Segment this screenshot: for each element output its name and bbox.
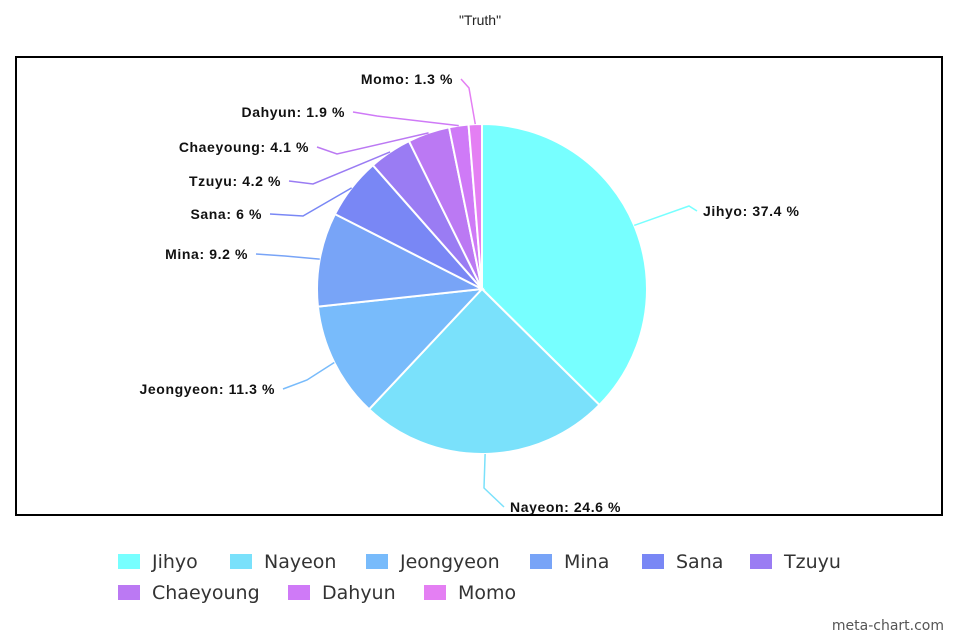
label-connector-dahyun <box>352 111 459 127</box>
label-connector-mina <box>255 253 320 260</box>
label-connector-jihyo <box>633 205 698 227</box>
data-label-mina: Mina: 9.2 % <box>165 246 248 262</box>
label-connector-jeongyeon <box>282 361 335 390</box>
legend-swatch <box>230 554 252 569</box>
chart-title: "Truth" <box>458 12 502 28</box>
label-connector-nayeon <box>483 453 505 508</box>
data-label-jihyo: Jihyo: 37.4 % <box>703 203 800 219</box>
legend-label: Mina <box>564 550 610 573</box>
label-connector-momo <box>460 78 477 125</box>
label-connector-chaeyoung <box>316 132 429 155</box>
legend-label: Nayeon <box>264 550 337 573</box>
legend-item-dahyun[interactable]: Dahyun <box>288 582 424 604</box>
pie-slice-momo[interactable] <box>467 122 483 290</box>
legend: Jihyo Nayeon Jeongyeon Mina Sana Tzuyu C… <box>118 546 878 608</box>
legend-swatch <box>288 585 310 600</box>
data-label-nayeon: Nayeon: 24.6 % <box>510 499 621 514</box>
legend-item-momo[interactable]: Momo <box>424 582 516 604</box>
legend-swatch <box>118 554 140 569</box>
data-label-sana: Sana: 6 % <box>190 206 262 222</box>
pie-slice-jihyo[interactable] <box>481 122 648 407</box>
legend-item-jeongyeon[interactable]: Jeongyeon <box>366 551 530 573</box>
legend-item-chaeyoung[interactable]: Chaeyoung <box>118 582 288 604</box>
legend-swatch <box>530 554 552 569</box>
legend-item-sana[interactable]: Sana <box>642 551 750 573</box>
legend-swatch <box>750 554 772 569</box>
legend-label: Tzuyu <box>784 550 841 573</box>
legend-item-jihyo[interactable]: Jihyo <box>118 551 230 573</box>
data-label-tzuyu: Tzuyu: 4.2 % <box>189 173 281 189</box>
data-label-dahyun: Dahyun: 1.9 % <box>242 104 346 120</box>
legend-row-1: Jihyo Nayeon Jeongyeon Mina Sana Tzuyu <box>118 546 878 577</box>
legend-row-2: Chaeyoung Dahyun Momo <box>118 577 878 608</box>
legend-swatch <box>118 585 140 600</box>
data-label-chaeyoung: Chaeyoung: 4.1 % <box>179 139 309 155</box>
legend-label: Chaeyoung <box>152 581 260 604</box>
legend-swatch <box>642 554 664 569</box>
legend-swatch <box>424 585 446 600</box>
label-connector-sana <box>269 187 352 217</box>
legend-label: Jihyo <box>152 550 198 573</box>
label-connector-tzuyu <box>288 151 391 185</box>
pie-slice-mina[interactable] <box>316 212 486 308</box>
plot-area: Jihyo: 37.4 % Nayeon: 24.6 % Jeongyeon: 11… <box>15 56 943 516</box>
pie-slice-nayeon[interactable] <box>367 287 601 455</box>
credit-watermark: meta-chart.com <box>831 618 944 634</box>
legend-label: Dahyun <box>322 581 396 604</box>
legend-label: Jeongyeon <box>400 550 500 573</box>
legend-item-nayeon[interactable]: Nayeon <box>230 551 366 573</box>
legend-item-mina[interactable]: Mina <box>530 551 642 573</box>
pie-chart: Jihyo: 37.4 % Nayeon: 24.6 % Jeongyeon: 11… <box>140 71 800 514</box>
legend-label: Sana <box>676 550 724 573</box>
legend-item-tzuyu[interactable]: Tzuyu <box>750 551 841 573</box>
data-label-jeongyeon: Jeongyeon: 11.3 % <box>140 381 275 397</box>
legend-swatch <box>366 554 388 569</box>
data-label-momo: Momo: 1.3 % <box>361 71 453 87</box>
pie-slice-jeongyeon[interactable] <box>316 287 485 411</box>
legend-label: Momo <box>458 581 517 604</box>
